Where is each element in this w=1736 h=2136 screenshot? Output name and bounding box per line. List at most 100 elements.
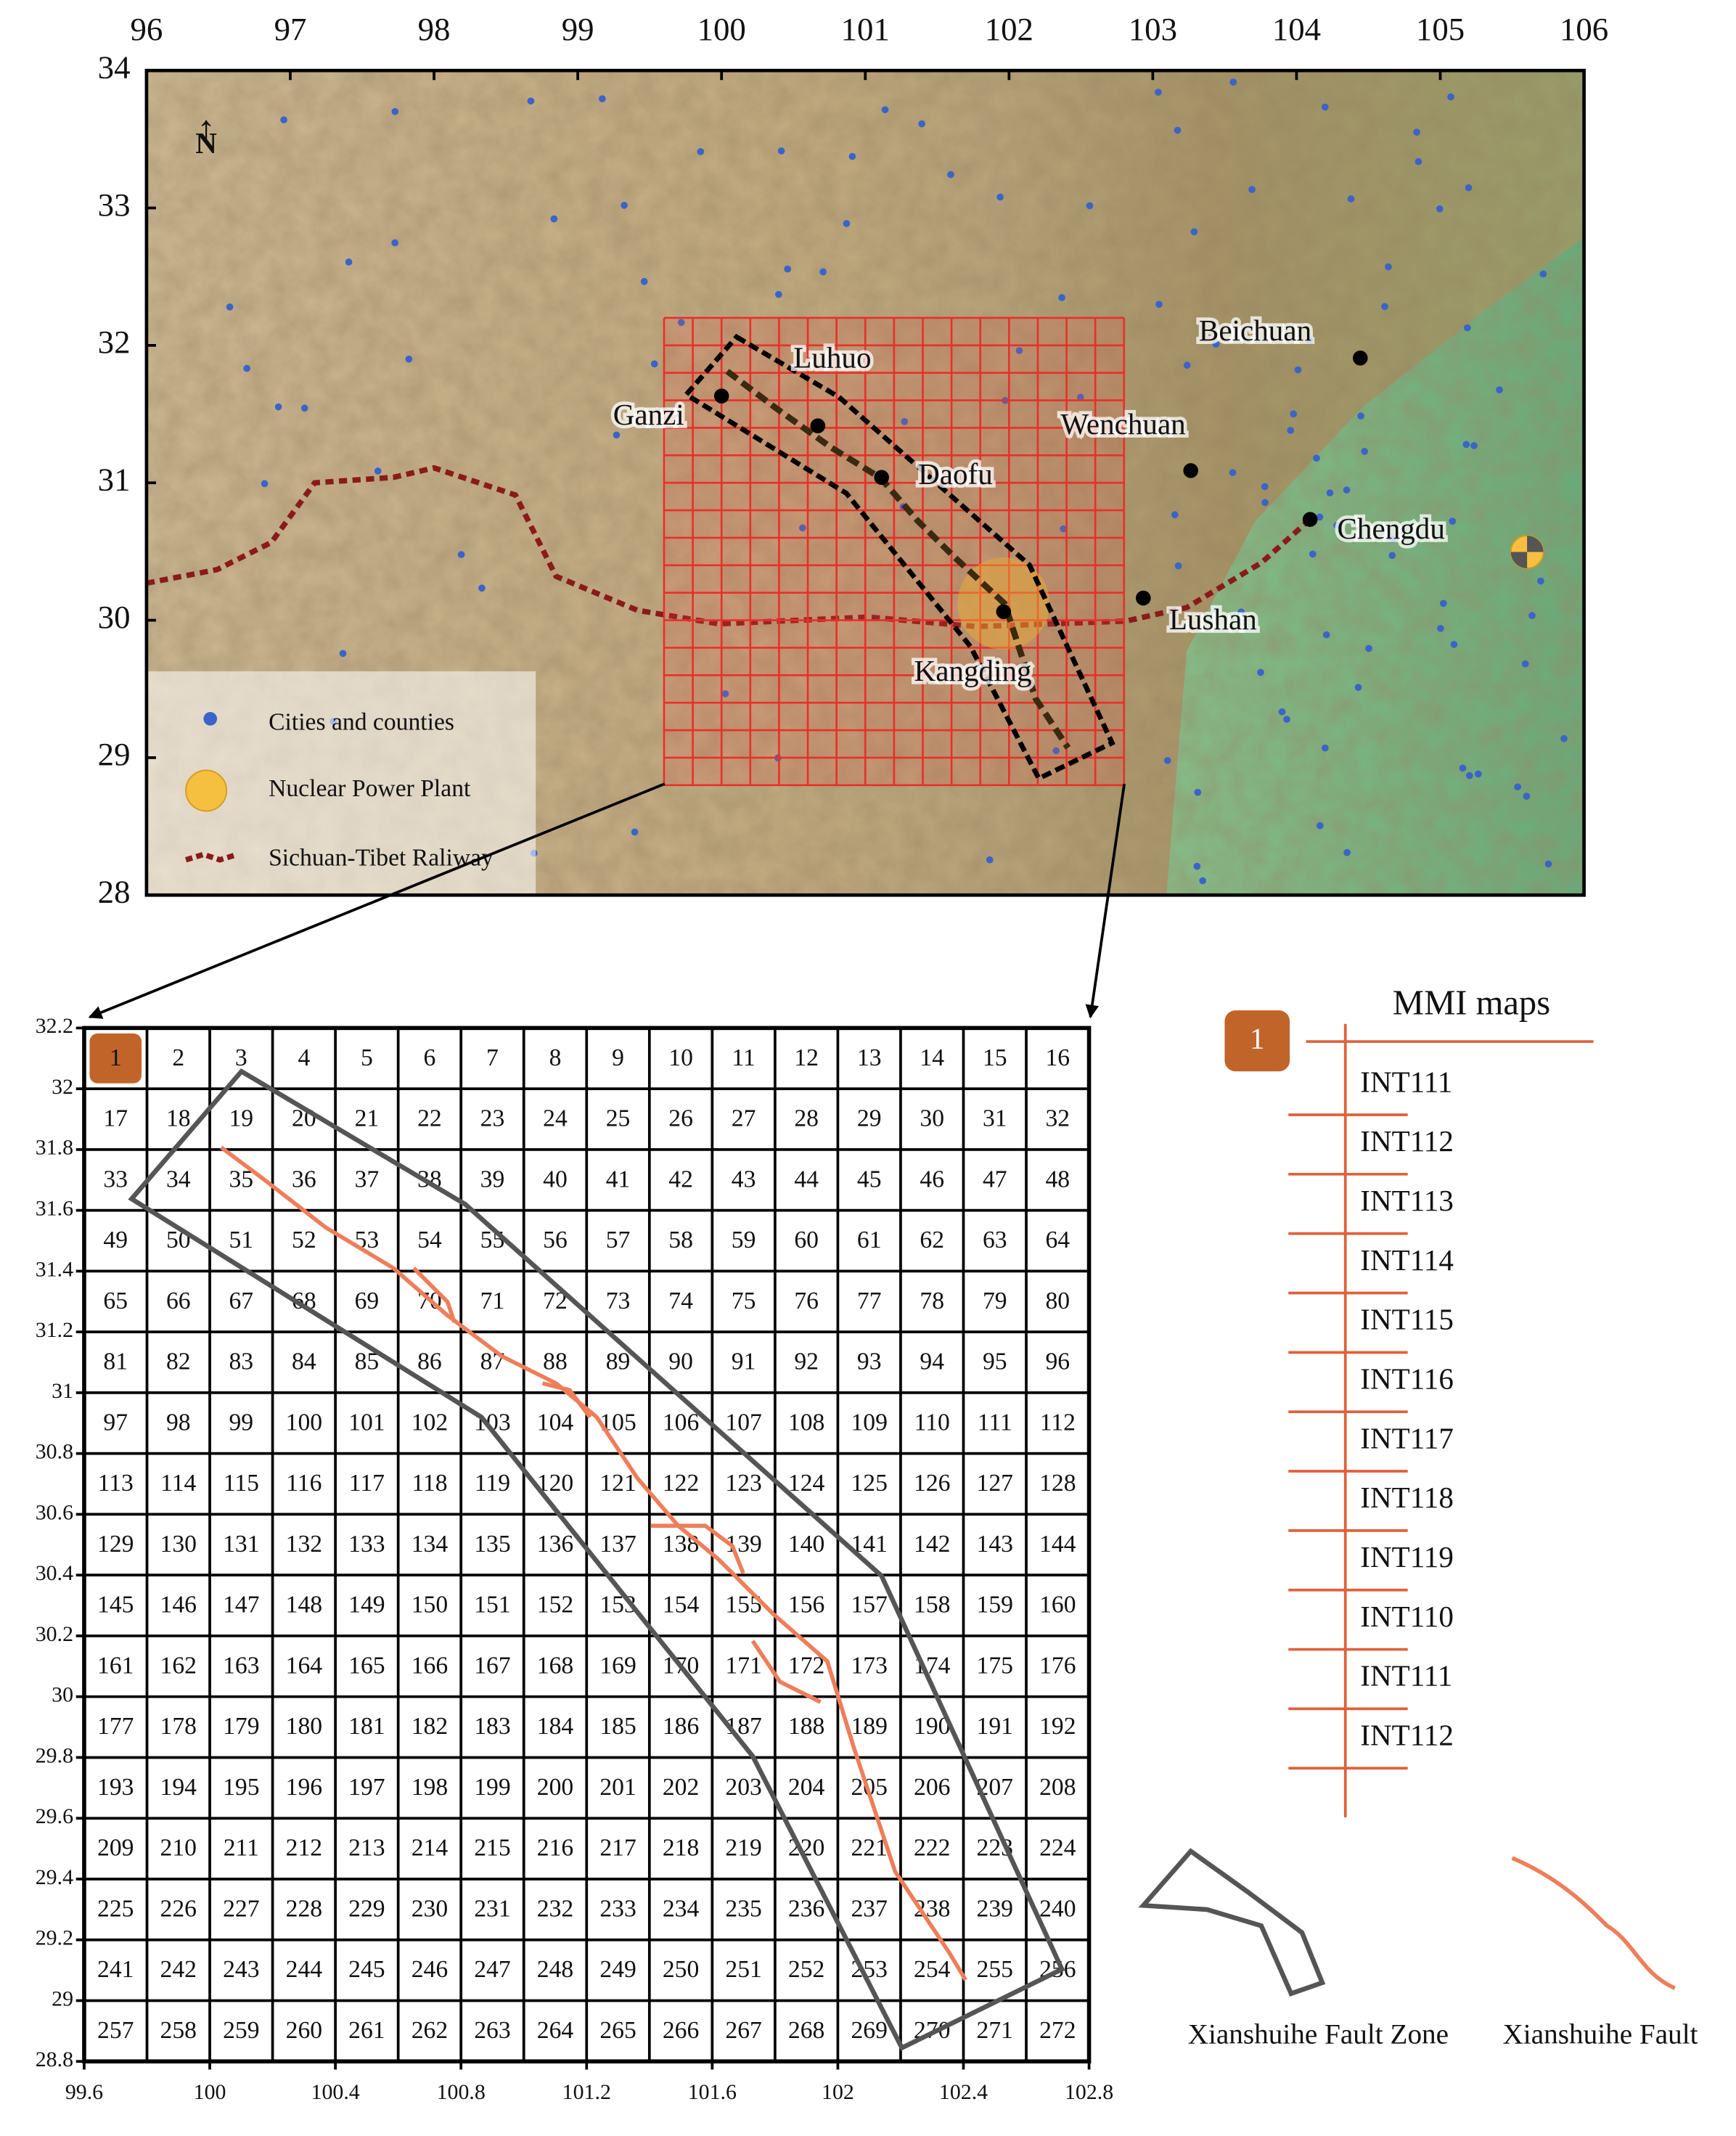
cell-number: 260 [286,2017,322,2044]
cell-number: 37 [355,1166,380,1192]
cell-number: 129 [97,1531,134,1558]
lat-tick-label: 33 [98,187,131,223]
cell-number: 90 [668,1349,693,1375]
lat-tick-label: 28 [98,874,131,910]
y-tick-label: 31.2 [36,1318,73,1342]
y-tick-label: 29.8 [36,1743,73,1767]
cell-number: 156 [788,1592,824,1619]
cell-number: 104 [537,1409,574,1436]
place-dot [996,604,1012,620]
mmi-title: MMI maps [1393,983,1550,1023]
city-marker [986,856,994,864]
city-marker [1183,361,1191,369]
cell-number: 69 [355,1288,380,1314]
cell-number: 118 [412,1470,447,1497]
cell-number: 13 [857,1044,882,1071]
cell-number: 179 [223,1713,259,1740]
north-arrow-n: N [195,126,217,160]
legend-rail [185,851,239,863]
cell-number: 123 [725,1470,761,1497]
city-marker [1521,660,1529,668]
cell-number: 74 [668,1288,693,1314]
city-marker [901,417,909,425]
city-marker [1528,612,1536,619]
cell-number: 209 [97,1835,134,1862]
city-marker [1163,756,1171,764]
lat-tick-label: 30 [98,599,131,635]
cell-number: 83 [229,1349,253,1375]
cell-number: 59 [732,1227,756,1253]
place-label: Lushan [1169,602,1257,636]
city-marker [1449,517,1457,525]
city-marker [1261,483,1269,491]
x-tick-label: 101.2 [562,2080,611,2104]
city-marker [374,467,382,475]
cell-number: 165 [348,1652,385,1679]
city-marker [1462,441,1470,449]
cell-number: 245 [348,1956,385,1983]
cell-number: 62 [920,1227,944,1253]
city-marker [1437,624,1444,632]
city-marker [1333,522,1340,529]
city-marker [774,290,782,298]
cell-number: 265 [599,2017,636,2044]
city-marker [1361,448,1369,455]
city-marker [631,828,639,836]
y-tick-label: 30 [52,1683,73,1707]
cell-number: 18 [166,1105,191,1132]
cell-number: 58 [668,1227,693,1253]
x-tick-label: 101.6 [688,2080,737,2104]
cell-number: 67 [229,1288,253,1314]
cell-number: 45 [857,1166,882,1192]
city-marker [391,107,399,115]
nuclear-icon [1510,536,1544,568]
place-label: Beichuan [1199,314,1311,347]
mmi-map-label: INT118 [1360,1481,1454,1514]
cell-number: 113 [98,1470,134,1497]
cell-number: 176 [1039,1652,1076,1679]
cell-number: 122 [663,1470,699,1497]
cell-number: 89 [606,1349,631,1375]
cell-number: 109 [851,1409,887,1436]
city-marker [1459,764,1467,772]
place-dot [1183,463,1198,478]
cell-number: 188 [788,1713,824,1740]
x-tick-label: 100 [194,2080,226,2104]
cell-number: 219 [725,1835,761,1862]
city-marker [1283,716,1290,723]
city-marker [599,95,606,102]
cell-number: 206 [914,1774,950,1801]
place-dot [1302,512,1318,527]
cell-number: 181 [348,1713,385,1740]
cell-number: 75 [732,1288,756,1314]
city-marker [1321,744,1329,752]
cell-number: 135 [474,1531,510,1558]
city-marker [1465,184,1473,192]
cell-number: 226 [160,1895,197,1922]
city-marker [650,360,658,368]
city-marker [1155,89,1162,96]
city-marker [881,106,889,114]
mmi-map-label: INT111 [1360,1065,1452,1098]
cell-number: 217 [599,1835,636,1862]
cell-number: 185 [599,1713,636,1740]
cell-number: 143 [977,1531,1013,1558]
city-marker [1385,263,1392,271]
city-marker [1321,103,1329,111]
cell-number: 237 [851,1895,887,1922]
city-marker [1388,552,1396,560]
cell-highlight [89,1033,142,1084]
cell-number: 149 [348,1592,385,1619]
city-marker [1174,126,1182,134]
cell-number: 213 [348,1835,385,1862]
city-marker [1316,513,1324,521]
cell-number: 78 [920,1288,944,1314]
place-dot [713,388,729,404]
city-marker [1560,734,1568,742]
city-marker [1343,848,1351,856]
city-marker [1287,427,1295,434]
cell-number: 268 [788,2017,824,2044]
y-tick-label: 29.2 [36,1926,73,1950]
city-marker [1523,793,1531,800]
